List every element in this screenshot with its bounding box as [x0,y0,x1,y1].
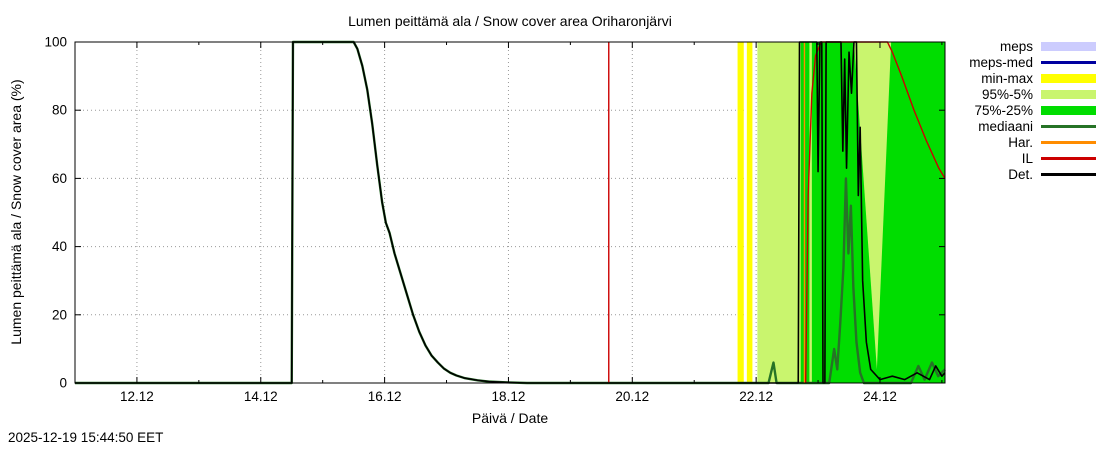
legend-swatch [1041,156,1096,160]
series-IL [804,41,946,384]
x-tick-label: 16.12 [368,389,402,404]
plot-border [74,41,946,384]
legend-item-95-5-: 95%-5% [969,86,1096,102]
legend-label: 75%-25% [974,102,1033,118]
y-tick-label: 80 [52,103,67,118]
legend-item-det-: Det. [969,166,1096,182]
legend-item-75-25-: 75%-25% [969,102,1096,118]
legend-swatch [1041,140,1096,144]
legend-item-mediaani: mediaani [969,118,1096,134]
legend-swatch [1041,41,1096,51]
x-tick-label: 22.12 [739,389,773,404]
y-tick-label: 40 [52,239,67,254]
legend-item-il: IL [969,150,1096,166]
legend-label: 95%-5% [981,86,1033,102]
legend-label: Har. [1008,134,1033,150]
series-Det. [75,41,946,384]
x-tick-label: 20.12 [615,389,649,404]
legend-swatch [1041,172,1096,176]
legend-label: min-max [981,70,1033,86]
y-tick-label: 20 [52,307,67,322]
x-tick-label: 24.12 [863,389,897,404]
legend-label: meps-med [969,54,1033,70]
chart-legend: meps meps-med min-max 95%-5% 75%-25% mediaani… [969,38,1096,182]
y-tick-label: 0 [59,376,67,391]
y-tick-label: 100 [44,35,67,50]
x-tick-label: 18.12 [492,389,526,404]
chart-title: Lumen peittämä ala / Snow cover area Ori… [348,13,672,29]
legend-label: meps [999,38,1033,54]
band-min-max-stripe-2 [746,42,753,383]
legend-swatch [1041,105,1096,115]
band-min-max-stripe-1 [737,42,744,383]
legend-item-meps: meps [969,38,1096,54]
legend-item-min-max: min-max [969,70,1096,86]
band-95-5-wedge [853,42,892,370]
x-tick-label: 12.12 [120,389,154,404]
legend-label: mediaani [978,118,1033,134]
y-tick-label: 60 [52,171,67,186]
legend-label: Det. [1008,166,1033,182]
legend-swatch [1041,60,1096,64]
legend-swatch [1041,89,1096,99]
x-tick-label: 14.12 [244,389,278,404]
legend-swatch [1041,124,1096,128]
legend-label: IL [1021,150,1033,166]
legend-item-har-: Har. [969,134,1096,150]
legend-item-meps-med: meps-med [969,54,1096,70]
legend-swatch [1041,73,1096,83]
x-axis-label: Päivä / Date [471,410,549,426]
generation-timestamp: 2025-12-19 15:44:50 EET [8,430,164,445]
